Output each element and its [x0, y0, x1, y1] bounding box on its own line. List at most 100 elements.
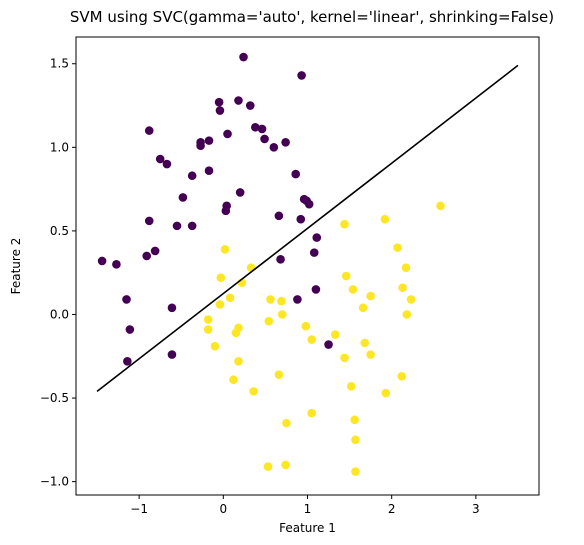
y-tick-label: 0.0: [50, 307, 69, 321]
class-0-point: [257, 124, 267, 134]
class-1-point: [231, 328, 241, 338]
y-axis-label: Feature 2: [9, 238, 23, 295]
y-tick-label: 1.0: [50, 140, 69, 154]
class-1-point: [381, 388, 391, 398]
x-tick-label: 0: [219, 502, 227, 516]
class-1-point: [307, 335, 317, 344]
class-0-point: [196, 141, 205, 150]
class-0-point: [144, 126, 154, 135]
class-0-point: [142, 251, 152, 261]
x-tick-label: 3: [472, 502, 480, 516]
class-1-point: [350, 415, 359, 425]
class-0-point: [172, 221, 182, 231]
class-1-point: [220, 244, 230, 254]
class-0-point: [97, 256, 107, 266]
class-0-point: [125, 325, 135, 334]
class-0-point: [144, 216, 154, 226]
class-0-point: [150, 246, 160, 256]
class-1-point: [266, 295, 275, 304]
class-1-point: [401, 263, 411, 272]
class-1-point: [215, 300, 225, 309]
class-1-point: [249, 387, 258, 396]
class-0-point: [178, 193, 188, 202]
axes-frame: [75, 36, 540, 496]
class-1-point: [307, 408, 317, 418]
y-tick-label: −1.0: [40, 475, 69, 489]
class-0-point: [234, 96, 243, 105]
class-1-point: [380, 214, 390, 224]
class-0-point: [245, 101, 255, 110]
x-axis-ticks: −1 0 1 2 3: [130, 495, 480, 516]
class-1-point: [234, 356, 243, 366]
class-1-point: [346, 382, 356, 391]
class-1-point: [203, 325, 213, 334]
class-0-point: [309, 248, 319, 257]
class-0-point: [155, 154, 165, 164]
class-1-point: [341, 271, 351, 281]
y-tick-label: 0.5: [50, 224, 69, 238]
class-1-point: [229, 375, 238, 384]
class-0-point: [324, 340, 333, 349]
class-1-point: [263, 462, 273, 471]
y-axis-ticks: −1.0 −0.5 0.0 0.5 1.0 1.5: [40, 57, 76, 489]
class-1-point: [351, 467, 360, 476]
class-0-point: [214, 97, 224, 107]
class-1-point: [216, 273, 226, 283]
class-0-point: [162, 159, 172, 169]
class-0-point: [281, 138, 290, 147]
class-0-point: [215, 106, 225, 115]
class-0-point: [204, 166, 214, 176]
class-0-point: [239, 52, 248, 62]
class-0-point: [167, 350, 177, 359]
class-0-point: [204, 136, 214, 145]
class-1-point: [348, 285, 358, 294]
class-0-point: [293, 295, 302, 304]
class-0-point: [276, 255, 285, 264]
class-0-point: [251, 122, 260, 132]
class-0-point: [260, 134, 269, 144]
class-1-point: [351, 435, 360, 445]
class-1-point: [398, 283, 407, 293]
class-0-point: [291, 169, 301, 179]
class-1-point: [366, 350, 375, 359]
class-0-point: [123, 356, 132, 366]
class-1-point: [406, 295, 416, 304]
class-1-point: [360, 338, 370, 348]
chart-title: SVM using SVC(gamma='auto', kernel='line…: [70, 8, 554, 26]
class-0-point: [167, 303, 177, 313]
class-1-point: [366, 291, 375, 301]
class-0-point: [296, 214, 306, 224]
class-0-point: [187, 221, 197, 231]
class-1-point: [340, 219, 349, 229]
class-0-point: [269, 143, 279, 152]
class-0-point: [187, 171, 197, 181]
class-1-point: [282, 418, 291, 428]
y-tick-label: −0.5: [40, 391, 69, 405]
class-0-point: [235, 188, 245, 197]
class-1-point: [397, 372, 407, 381]
x-tick-label: 2: [388, 502, 396, 516]
x-axis-label: Feature 1: [279, 521, 336, 535]
class-1-point: [203, 315, 213, 324]
class-0-point: [274, 211, 284, 221]
class-0-point: [122, 295, 131, 304]
plot-area: [96, 52, 519, 476]
x-tick-label: 1: [304, 502, 312, 516]
class-1-point: [264, 316, 274, 326]
class-1-point: [225, 293, 235, 303]
x-tick-label: −1: [130, 502, 148, 516]
class-0-point: [312, 233, 322, 242]
class-1-point: [274, 370, 284, 379]
class-1-point: [210, 341, 220, 351]
class-1-point: [393, 243, 402, 252]
class-0-point: [304, 199, 314, 209]
class-1-point: [340, 353, 349, 363]
class-0-point: [223, 129, 232, 139]
class-1-point: [436, 201, 445, 211]
class-0-point: [112, 260, 121, 269]
class-1-point: [301, 321, 311, 331]
class-1-point: [281, 460, 290, 470]
class-1-point: [358, 303, 368, 313]
class-1-point: [330, 330, 340, 339]
class-0-point: [221, 206, 231, 216]
